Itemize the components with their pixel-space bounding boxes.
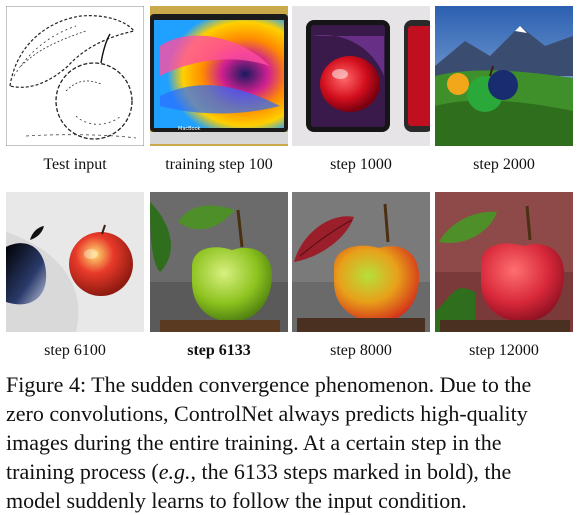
figure-caption-line-3: images during the entire training. At a … (6, 430, 501, 455)
figure-caption-line-4-end: , the 6133 steps marked in bold), the (191, 459, 512, 484)
red-green-apple-image (292, 192, 430, 332)
mountain-apples-image (435, 6, 573, 146)
caption-step-6100: step 6100 (0, 342, 150, 360)
caption-step-12000: step 12000 (429, 342, 579, 360)
caption-step-2000: step 2000 (429, 156, 579, 174)
caption-step-1000: step 1000 (286, 156, 436, 174)
caption-step-6133: step 6133 (144, 342, 294, 360)
figure-caption-line-1: Figure 4: The sudden convergence phenome… (6, 372, 531, 397)
panel-step-12000 (435, 192, 573, 332)
panel-step-6133 (150, 192, 288, 332)
green-apple-image (150, 192, 288, 332)
caption-step-8000: step 8000 (286, 342, 436, 360)
figure-caption-line-4-start: training process ( (6, 459, 159, 484)
apple-logo-apple-image (6, 192, 144, 332)
figure-caption-line-5: model suddenly learns to follow the inpu… (6, 488, 467, 513)
caption-test-input: Test input (0, 156, 150, 174)
panel-test-input (6, 6, 144, 146)
figure-caption-line-2: zero convolutions, ControlNet always pre… (6, 401, 528, 426)
tablet-apple-image (292, 6, 430, 146)
panel-step-8000 (292, 192, 430, 332)
sketch-apple-image (6, 6, 144, 146)
figure-caption: Figure 4: The sudden convergence phenome… (6, 370, 572, 515)
caption-step-100: training step 100 (144, 156, 294, 174)
svg-text:MacBook: MacBook (178, 126, 201, 132)
panel-step-6100 (6, 192, 144, 332)
panel-step-1000 (292, 6, 430, 146)
laptop-swirl-image: MacBook (150, 6, 288, 146)
panel-step-2000 (435, 6, 573, 146)
figure-caption-line-4: training process (e.g., the 6133 steps m… (6, 459, 511, 484)
figure-caption-eg: e.g. (159, 459, 191, 484)
panel-step-100: MacBook (150, 6, 288, 146)
red-apple-image (435, 192, 573, 332)
